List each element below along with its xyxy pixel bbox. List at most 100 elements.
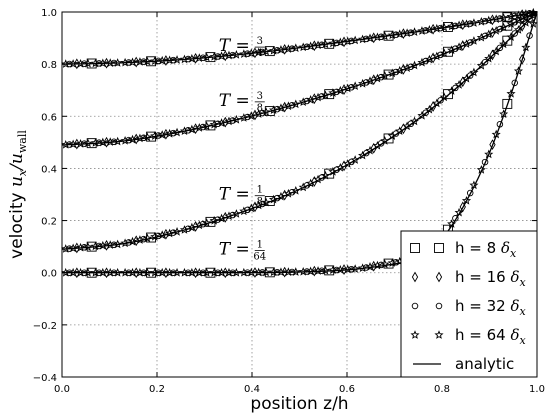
annotation-denominator: 64 [253, 251, 266, 262]
star-marker [350, 264, 360, 273]
x-tick-label: 0.4 [244, 384, 260, 395]
star-marker [461, 73, 472, 83]
star-marker [424, 25, 434, 34]
star-marker [165, 267, 175, 277]
star-marker [283, 44, 293, 53]
x-axis-label: position z/h [250, 394, 348, 414]
annotation-prefix: T = [219, 36, 250, 56]
annotation-numerator: 1 [257, 185, 263, 196]
star-marker [61, 244, 71, 253]
star-marker [202, 121, 212, 131]
legend-entry: analytic [413, 355, 514, 373]
y-axis-label-text: velocity [7, 187, 27, 259]
star-marker [491, 129, 501, 139]
star-marker [239, 49, 249, 58]
star-marker [372, 140, 382, 150]
circle-marker [110, 269, 118, 276]
star-marker [439, 48, 449, 58]
circle-marker [184, 55, 192, 63]
annotation-prefix: T = [219, 185, 250, 205]
star-marker [187, 267, 197, 277]
star-marker [417, 26, 427, 35]
diamond-marker [133, 235, 140, 247]
star-marker [365, 145, 375, 155]
star-marker [105, 137, 115, 146]
legend-star-marker [410, 330, 420, 339]
star-marker [83, 242, 93, 251]
star-marker [231, 267, 241, 277]
star-marker [75, 58, 86, 68]
star-marker [209, 119, 219, 129]
star-marker [372, 32, 382, 42]
circle-marker [377, 33, 385, 41]
star-marker [432, 23, 442, 33]
y-axis-label-math: u [7, 176, 27, 187]
star-marker [447, 219, 457, 228]
analytic-curve-0 [61, 11, 538, 65]
circle-marker [229, 51, 236, 59]
star-marker [142, 132, 152, 142]
star-marker [165, 55, 175, 65]
star-marker [513, 25, 524, 34]
star-marker [298, 182, 308, 192]
star-marker [499, 39, 509, 49]
circle-marker [273, 268, 281, 276]
star-marker [254, 200, 264, 210]
star-marker [306, 95, 316, 104]
star-marker [165, 228, 175, 238]
star-marker [380, 259, 390, 269]
star-marker [276, 191, 286, 201]
curve-annotations: T = 34T = 38T = 18T = 164 [219, 36, 266, 262]
circle-marker [110, 138, 118, 146]
star-marker [61, 267, 71, 277]
circle-marker [170, 56, 177, 64]
star-marker [306, 178, 316, 188]
star-marker [276, 103, 286, 113]
legend-box [400, 230, 538, 378]
circle-marker [155, 57, 162, 65]
star-marker [298, 97, 308, 106]
star-marker [254, 47, 264, 57]
annotation-numerator: 3 [257, 91, 263, 102]
legend-circle-marker [411, 302, 419, 310]
circle-marker [481, 158, 489, 166]
star-marker [491, 26, 501, 35]
legend: h = 8 δx h = 16 δx h = 32 δx h = 64 δx analy… [400, 230, 538, 378]
y-tick-label: 0.6 [41, 112, 57, 123]
star-marker [239, 113, 249, 122]
star-marker [380, 31, 390, 41]
circle-marker [377, 261, 385, 269]
x-tick-label: 0.0 [54, 384, 70, 395]
circle-marker [273, 47, 281, 54]
x-tick-label: 0.2 [149, 384, 165, 395]
star-marker [217, 267, 227, 277]
star-marker [224, 116, 234, 126]
circle-marker [348, 265, 355, 273]
star-marker [335, 162, 345, 172]
star-marker [135, 267, 145, 277]
star-marker [528, 7, 538, 17]
y-axis-label-math-sub: x [16, 169, 29, 176]
star-marker [513, 66, 524, 75]
circle-marker [81, 60, 88, 67]
star-marker [335, 85, 345, 95]
star-marker [239, 267, 249, 277]
star-marker [328, 88, 338, 97]
circle-marker [526, 32, 533, 39]
curve-annotation: T = 18 [219, 185, 265, 208]
star-marker [179, 267, 190, 277]
star-marker [75, 242, 86, 252]
annotation-numerator: 3 [257, 36, 263, 47]
annotation-denominator: 8 [257, 197, 263, 208]
circle-marker [125, 59, 133, 66]
diamond-marker [519, 53, 526, 65]
star-marker [150, 231, 160, 241]
y-axis-label: velocity ux/uwall [7, 130, 29, 259]
star-marker [402, 63, 412, 72]
y-tick-label: 1.0 [41, 8, 57, 19]
star-marker [113, 58, 123, 67]
star-marker [409, 116, 420, 126]
star-marker [68, 59, 78, 68]
circle-marker [363, 264, 370, 271]
star-marker [395, 29, 405, 39]
